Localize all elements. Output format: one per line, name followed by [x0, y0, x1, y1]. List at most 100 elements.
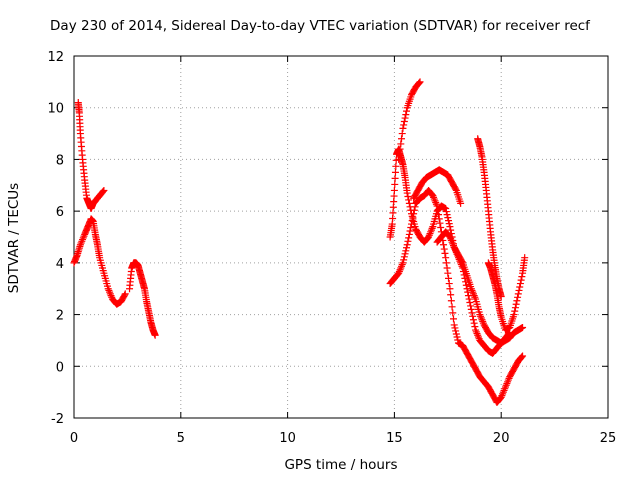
data-point: [518, 273, 526, 281]
data-point: [391, 174, 399, 182]
data-point: [447, 236, 455, 244]
data-point: [514, 290, 522, 298]
data-point: [459, 264, 467, 272]
y-tick-label: 2: [56, 309, 64, 324]
data-point: [467, 305, 475, 313]
data-point: [471, 323, 479, 331]
data-point: [454, 252, 462, 260]
data-point: [407, 224, 415, 232]
data-point: [513, 297, 521, 305]
data-point: [440, 245, 448, 253]
data-point: [445, 274, 453, 282]
data-point: [501, 383, 509, 391]
data-point: [446, 223, 454, 231]
data-point: [499, 388, 507, 396]
data-point: [403, 244, 411, 252]
data-point: [498, 392, 506, 400]
x-tick-label: 0: [70, 431, 78, 446]
data-point: [455, 255, 463, 263]
data-point: [448, 303, 456, 311]
data-point: [403, 241, 411, 249]
data-point: [449, 315, 457, 323]
data-point: [452, 330, 460, 338]
data-point: [469, 312, 477, 320]
x-tick-label: 5: [177, 431, 185, 446]
series-pass-2g: [484, 254, 529, 334]
x-axis-label: GPS time / hours: [284, 457, 398, 473]
data-point: [431, 197, 439, 205]
data-point: [448, 238, 456, 246]
data-point: [468, 286, 476, 294]
data-point: [396, 145, 404, 153]
data-point: [511, 307, 519, 315]
data-point: [415, 79, 423, 87]
data-point: [401, 250, 409, 258]
data-point: [105, 286, 113, 294]
data-point: [442, 205, 450, 213]
data-point: [450, 321, 458, 329]
data-point: [457, 199, 465, 207]
data-point: [470, 319, 478, 327]
y-tick-label: 10: [47, 102, 64, 117]
data-point: [405, 196, 413, 204]
data-point: [397, 264, 405, 272]
data-point: [443, 211, 451, 219]
data-point: [459, 267, 467, 275]
data-point: [449, 242, 457, 250]
data-point: [521, 254, 529, 262]
data-point: [395, 269, 403, 277]
data-point: [457, 259, 465, 267]
data-point: [514, 293, 522, 301]
data-point: [510, 311, 518, 319]
data-point: [457, 261, 465, 269]
data-point: [517, 354, 525, 362]
data-point: [503, 380, 511, 388]
data-point: [76, 241, 84, 249]
y-tick-label: 12: [47, 50, 64, 65]
data-point: [395, 267, 403, 275]
plot-frame: [73, 55, 609, 419]
data-point: [400, 256, 408, 264]
x-tick-label: 10: [279, 431, 296, 446]
data-point: [432, 199, 440, 207]
data-point: [80, 232, 88, 240]
data-point: [505, 374, 513, 382]
data-point: [444, 214, 452, 222]
data-point: [391, 168, 399, 176]
data-point: [415, 80, 423, 88]
data-point: [432, 200, 440, 208]
data-point: [466, 299, 474, 307]
x-tick-label: 20: [493, 431, 510, 446]
data-point: [499, 390, 507, 398]
data-point: [462, 278, 470, 286]
data-point: [77, 239, 85, 247]
data-point: [447, 226, 455, 234]
data-point: [398, 135, 406, 143]
data-point: [396, 266, 404, 274]
data-point: [446, 285, 454, 293]
data-point: [437, 224, 445, 232]
y-tick-label: 6: [56, 205, 64, 220]
data-point: [452, 185, 460, 193]
data-point: [402, 247, 410, 255]
data-point: [390, 186, 398, 194]
data-point: [454, 254, 462, 262]
data-point: [449, 240, 457, 248]
data-point: [442, 208, 450, 216]
data-point: [519, 324, 527, 331]
data-point: [405, 199, 413, 207]
series-pass-1b: [74, 99, 108, 213]
data-point: [446, 233, 454, 241]
data-point: [429, 192, 437, 200]
data-point: [502, 381, 510, 389]
y-tick-label: 8: [56, 153, 64, 168]
data-point: [497, 393, 505, 401]
y-tick-label: 4: [56, 257, 64, 272]
data-point: [467, 302, 475, 310]
data-point: [106, 288, 114, 296]
data-point: [511, 304, 519, 312]
data-point: [436, 219, 444, 227]
data-point: [407, 206, 415, 214]
data-point: [400, 121, 408, 129]
data-point: [465, 295, 473, 303]
